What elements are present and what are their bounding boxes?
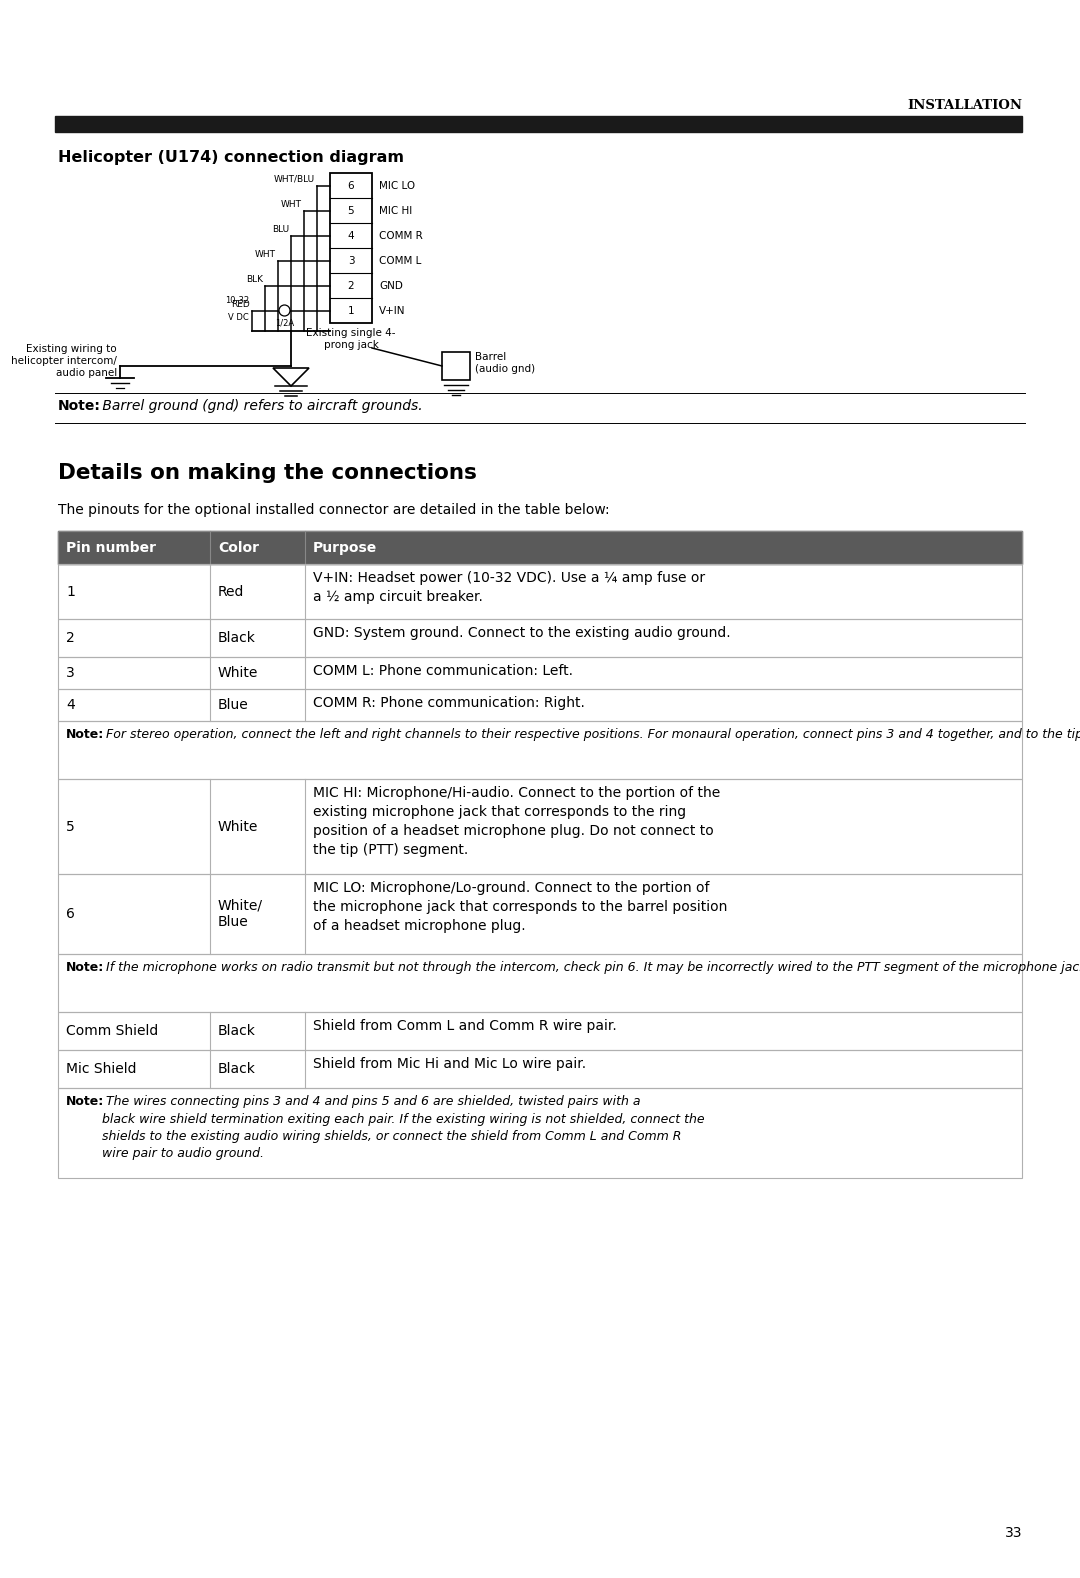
Bar [58,1011,1022,1049]
Bar [330,174,372,323]
Text: If the microphone works on radio transmit but not through the intercom, check pi: If the microphone works on radio transmi… [102,961,1080,974]
Text: Note:: Note: [66,961,105,974]
Text: 4: 4 [348,230,354,240]
Bar [58,1049,1022,1087]
Text: Black: Black [218,1024,256,1038]
Bar [58,690,1022,721]
Text: Color: Color [218,541,259,554]
Bar [58,1011,1022,1049]
Text: Note:: Note: [58,399,100,413]
Text: MIC HI: MIC HI [379,205,413,216]
Text: WHT/BLU: WHT/BLU [274,175,315,183]
Text: 3: 3 [66,666,75,680]
Text: GND: GND [379,281,403,290]
Text: White/
Blue: White/ Blue [218,899,264,929]
Text: COMM R: COMM R [379,230,422,240]
Bar [58,619,1022,656]
Text: Barrel
(audio gnd): Barrel (audio gnd) [475,352,535,374]
Text: COMM L: Phone communication: Left.: COMM L: Phone communication: Left. [313,664,573,679]
Bar [58,563,1022,619]
Bar [58,532,1022,563]
Text: Red: Red [218,584,244,598]
Text: COMM L: COMM L [379,256,421,265]
Text: Note:: Note: [66,1095,105,1108]
Text: Blue: Blue [218,697,248,712]
Text: 3: 3 [348,256,354,265]
Bar [58,1087,1022,1179]
Bar [58,690,1022,721]
Text: V+IN: Headset power (10-32 VDC). Use a ¼ amp fuse or
a ½ amp circuit breaker.: V+IN: Headset power (10-32 VDC). Use a ¼… [313,571,705,604]
Bar [58,780,1022,874]
Bar [58,563,1022,619]
Text: 6: 6 [348,180,354,191]
Bar [55,117,1022,133]
Text: MIC LO: Microphone/Lo-ground. Connect to the portion of
the microphone jack that: MIC LO: Microphone/Lo-ground. Connect to… [313,881,727,933]
Text: 5: 5 [348,205,354,216]
Bar [58,619,1022,656]
Bar [442,352,470,380]
Text: 5: 5 [66,819,75,833]
Text: Existing single 4-
prong jack: Existing single 4- prong jack [307,328,395,350]
Bar [58,656,1022,690]
Text: WHT: WHT [255,249,276,259]
Bar [58,955,1022,1011]
Text: Purpose: Purpose [313,541,377,554]
Text: Pin number: Pin number [66,541,156,554]
Text: GND: System ground. Connect to the existing audio ground.: GND: System ground. Connect to the exist… [313,626,731,641]
Bar [58,780,1022,874]
Text: MIC LO: MIC LO [379,180,415,191]
Text: Existing wiring to
helicopter intercom/
audio panel: Existing wiring to helicopter intercom/ … [11,344,117,377]
Text: Barrel ground (gnd) refers to aircraft grounds.: Barrel ground (gnd) refers to aircraft g… [98,399,422,413]
Text: BLU: BLU [272,224,289,234]
Text: 1: 1 [66,584,75,598]
Text: 4: 4 [66,697,75,712]
Text: 1/2A: 1/2A [275,319,294,328]
Text: Comm Shield: Comm Shield [66,1024,159,1038]
Text: For stereo operation, connect the left and right channels to their respective po: For stereo operation, connect the left a… [102,727,1080,742]
Text: The wires connecting pins 3 and 4 and pins 5 and 6 are shielded, twisted pairs w: The wires connecting pins 3 and 4 and pi… [102,1095,704,1160]
Text: 10-32: 10-32 [225,295,249,305]
Bar [58,874,1022,955]
Bar [58,532,1022,563]
Text: Helicopter (U174) connection diagram: Helicopter (U174) connection diagram [58,150,404,166]
Text: RED: RED [231,300,249,309]
Text: V DC: V DC [228,312,249,322]
Text: WHT: WHT [281,199,302,208]
Text: Shield from Comm L and Comm R wire pair.: Shield from Comm L and Comm R wire pair. [313,1019,617,1034]
Text: Black: Black [218,1062,256,1076]
Bar [58,721,1022,780]
Text: Note:: Note: [66,727,105,742]
Text: Mic Shield: Mic Shield [66,1062,136,1076]
Text: COMM R: Phone communication: Right.: COMM R: Phone communication: Right. [313,696,585,710]
Text: Details on making the connections: Details on making the connections [58,462,477,483]
Text: 33: 33 [1004,1526,1022,1540]
Bar [58,1049,1022,1087]
Text: The pinouts for the optional installed connector are detailed in the table below: The pinouts for the optional installed c… [58,503,609,518]
Text: Shield from Mic Hi and Mic Lo wire pair.: Shield from Mic Hi and Mic Lo wire pair. [313,1057,586,1071]
Bar [58,874,1022,955]
Text: White: White [218,666,258,680]
Text: MIC HI: Microphone/Hi-audio. Connect to the portion of the
existing microphone j: MIC HI: Microphone/Hi-audio. Connect to … [313,786,720,857]
Text: INSTALLATION: INSTALLATION [907,99,1022,112]
Bar [58,955,1022,1011]
Bar [58,656,1022,690]
Text: BLK: BLK [246,275,264,284]
Circle shape [279,305,291,316]
Text: V+IN: V+IN [379,306,405,316]
Text: 2: 2 [66,631,75,645]
Bar [58,721,1022,780]
Text: Black: Black [218,631,256,645]
Text: 6: 6 [66,907,75,922]
Bar [58,1087,1022,1179]
Text: 1: 1 [348,306,354,316]
Text: 2: 2 [348,281,354,290]
Text: White: White [218,819,258,833]
